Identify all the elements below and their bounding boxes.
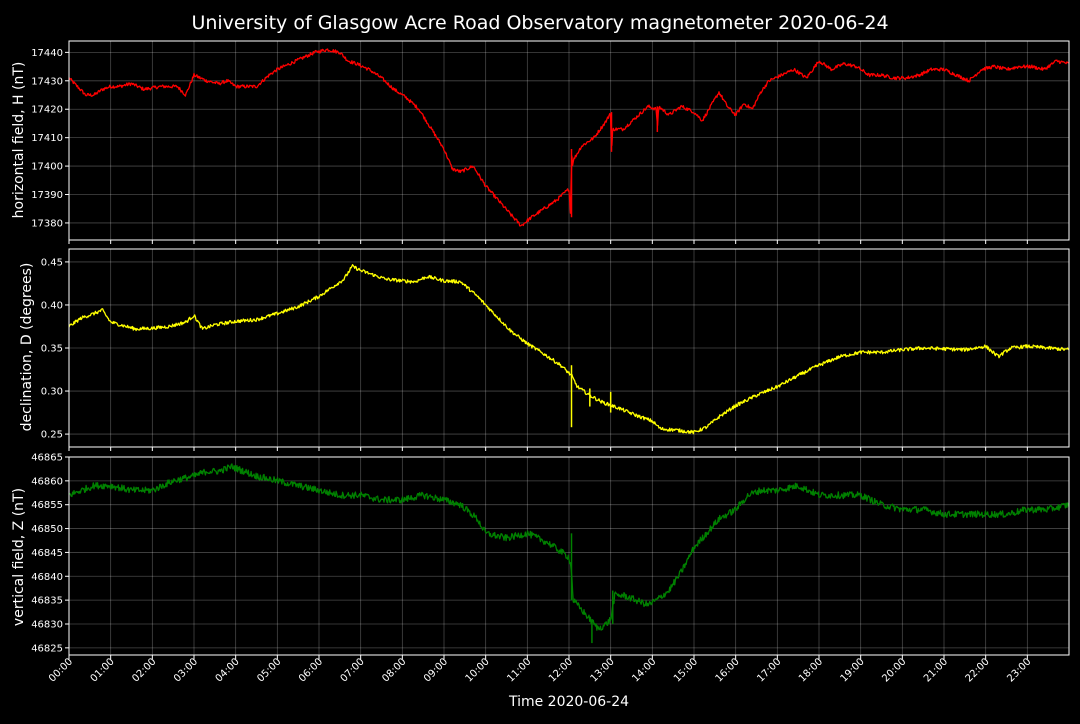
y-axis-label-horizontal: horizontal field, H (nT) [11,62,27,219]
y-tick-label: 46840 [31,572,63,583]
x-tick-label: 08:00 [380,656,408,684]
y-tick-label: 46850 [31,524,63,535]
y-tick-label: 46845 [31,548,63,559]
y-tick-label: 17400 [31,162,63,173]
y-tick-label: 17430 [31,76,63,87]
y-tick-label: 46825 [31,643,63,654]
chart-title: University of Glasgow Acre Road Observat… [191,12,888,34]
x-tick-label: 14:00 [630,656,658,684]
y-tick-label: 17440 [31,48,63,59]
y-tick-label: 46830 [31,619,63,630]
x-tick-label: 04:00 [214,656,242,684]
plot-frame [68,248,1070,448]
x-tick-label: 00:00 [47,656,75,684]
x-tick-label: 05:00 [255,656,283,684]
series-line-horizontal [69,48,1069,227]
x-tick-label: 22:00 [964,656,992,684]
y-tick-label: 17390 [31,190,63,201]
y-tick-label: 46855 [31,500,63,511]
x-tick-label: 13:00 [589,656,617,684]
y-tick-label: 17380 [31,218,63,229]
panel-horizontal-field: 17380 17390 17400 17410 17420 17430 17440 [31,40,1070,244]
x-tick-label: 06:00 [297,656,325,684]
x-tick-label: 10:00 [464,656,492,684]
series-line-declination [69,264,1069,435]
y-axis-label-declination: declination, D (degrees) [19,263,35,432]
series-line-vertical [69,463,1069,631]
x-tick-label: 23:00 [1005,656,1033,684]
x-tick-label: 11:00 [505,656,533,684]
x-tick-label: 16:00 [714,656,742,684]
x-axis-label: Time 2020-06-24 [508,694,629,710]
x-tick-label: 19:00 [839,656,867,684]
x-tick-label: 02:00 [130,656,158,684]
panel-vertical-field: 46825 46830 46835 46840 46845 46850 46855 46860… [31,453,1070,659]
x-axis-ticks: 00:00 01:00 02:00 03:00 04:00 05:00 06:00 07:00… [47,656,1033,684]
y-tick-label: 46865 [31,453,63,464]
x-tick-label: 03:00 [172,656,200,684]
y-tick-label: 17420 [31,105,63,116]
x-tick-label: 09:00 [422,656,450,684]
plot-frame [68,40,1070,241]
x-tick-label: 17:00 [755,656,783,684]
panel-declination: 0.25 0.30 0.35 0.40 0.45 [41,248,1070,451]
y-tick-label: 0.40 [41,300,63,311]
x-tick-label: 07:00 [339,656,367,684]
plot-frame [68,456,1070,656]
y-tick-label: 0.35 [41,344,63,355]
x-tick-label: 18:00 [797,656,825,684]
x-tick-label: 15:00 [672,656,700,684]
y-tick-label: 0.25 [41,430,63,441]
y-tick-label: 46860 [31,476,63,487]
y-tick-label: 0.30 [41,387,63,398]
y-tick-label: 17410 [31,133,63,144]
x-tick-label: 12:00 [547,656,575,684]
x-tick-label: 20:00 [880,656,908,684]
y-axis-label-vertical: vertical field, Z (nT) [11,488,27,626]
x-tick-label: 01:00 [89,656,117,684]
x-tick-label: 21:00 [922,656,950,684]
y-tick-label: 46835 [31,596,63,607]
y-tick-label: 0.45 [41,257,63,268]
